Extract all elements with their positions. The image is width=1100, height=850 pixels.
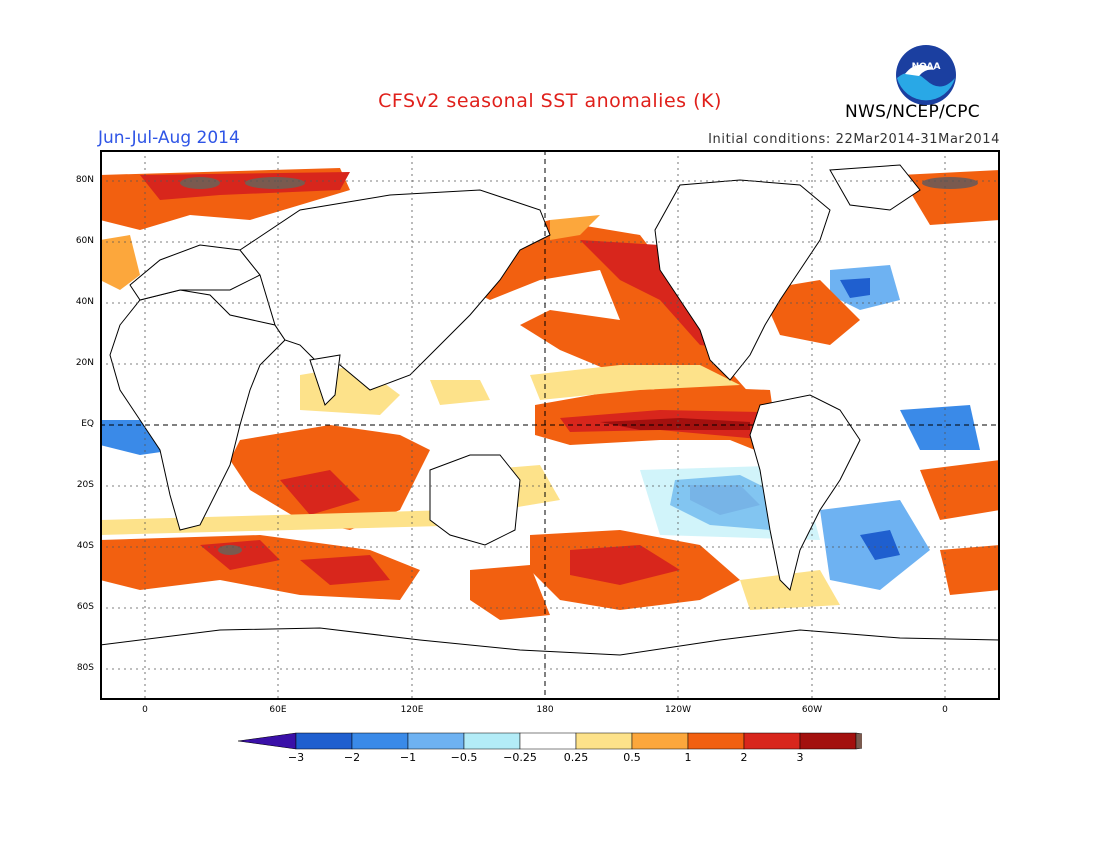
lon-label: 60W — [801, 705, 823, 715]
lat-label: 60N — [75, 236, 94, 246]
colorbar-cell — [519, 732, 577, 750]
lon-label: 0 — [942, 705, 948, 715]
chart-title: CFSv2 seasonal SST anomalies (K) — [378, 90, 722, 112]
lat-label: 60S — [76, 602, 94, 612]
lon-label: 120W — [664, 705, 692, 715]
colorbar-tick-label: 0.5 — [623, 751, 641, 764]
colorbar-cell — [295, 732, 353, 750]
colorbar-cell — [855, 732, 862, 750]
colorbar-cell — [351, 732, 409, 750]
colorbar-tick-label: −1 — [399, 751, 417, 764]
colorbar-tick-label: −3 — [287, 751, 305, 764]
colorbar-cell — [799, 732, 857, 750]
lat-label: 20S — [76, 480, 94, 490]
logo-text: NOAA — [912, 62, 941, 72]
lon-label: 120E — [400, 705, 424, 715]
lat-label: 20N — [75, 358, 94, 368]
colorbar-tick-label: −2 — [343, 751, 361, 764]
agency-label: NWS/NCEP/CPC — [845, 102, 980, 122]
lon-label: 60E — [269, 705, 287, 715]
season-label: Jun-Jul-Aug 2014 — [98, 128, 240, 148]
lat-label: 80N — [75, 175, 94, 185]
colorbar-cell — [575, 732, 633, 750]
colorbar-cell — [407, 732, 465, 750]
lat-label: 80S — [76, 663, 94, 673]
colorbar-tick-label: 3 — [796, 751, 804, 764]
reference-lines — [100, 150, 1000, 700]
colorbar-cell — [631, 732, 689, 750]
lat-label: EQ — [81, 419, 94, 429]
colorbar-tick-label: 1 — [684, 751, 692, 764]
colorbar-tick-label: 2 — [740, 751, 748, 764]
colorbar-tick-label: −0.25 — [503, 751, 537, 764]
colorbar-cell — [743, 732, 801, 750]
colorbar-cell — [463, 732, 521, 750]
lat-label: 40N — [75, 297, 94, 307]
noaa-logo: NOAA — [896, 45, 956, 105]
sst-anomaly-map — [100, 150, 1000, 700]
continents — [100, 164, 1000, 700]
colorbar-tick-label: 0.25 — [563, 751, 589, 764]
anomaly-patches — [100, 168, 1000, 620]
colorbar-tick-label: −0.5 — [450, 751, 478, 764]
lon-label: 0 — [142, 705, 148, 715]
initial-conditions-label: Initial conditions: 22Mar2014-31Mar2014 — [708, 132, 1000, 147]
map-frame — [100, 150, 1000, 700]
gridlines — [100, 150, 1000, 700]
colorbar-cell — [238, 732, 297, 750]
lat-label: 40S — [76, 541, 94, 551]
colorbar — [238, 732, 862, 750]
colorbar-cell — [687, 732, 745, 750]
lon-label: 180 — [536, 705, 554, 715]
